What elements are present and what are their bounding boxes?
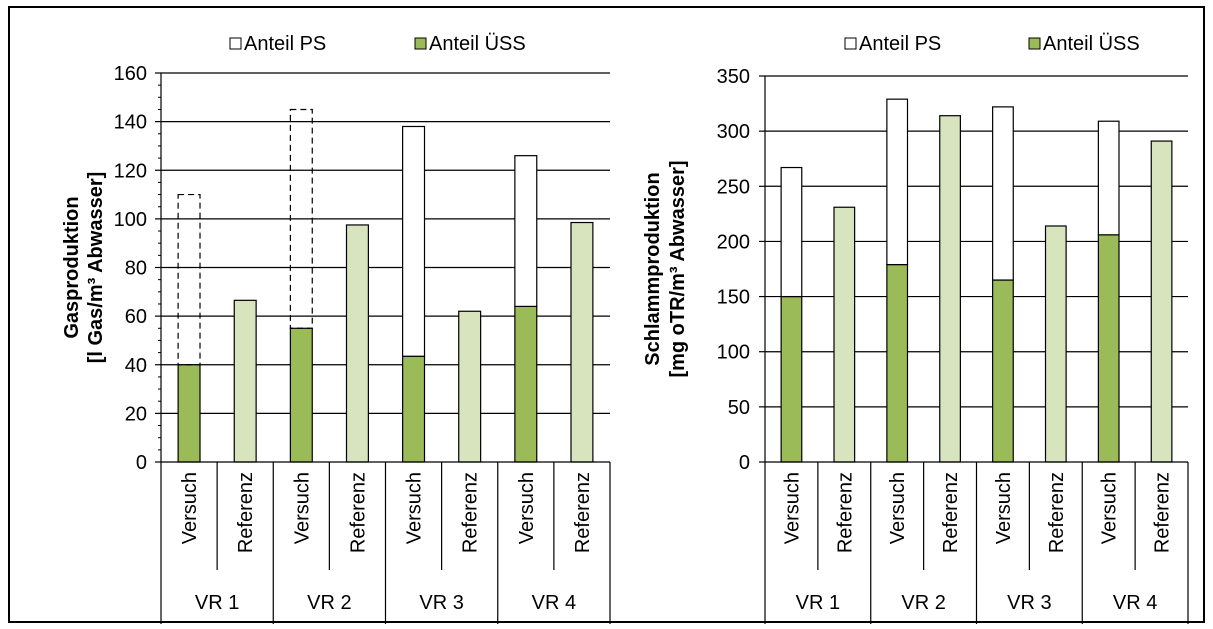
bar-uss bbox=[345, 224, 369, 463]
y-tick-label: 160 bbox=[114, 63, 147, 85]
x-group-label: VR 2 bbox=[901, 592, 945, 614]
bar-uss bbox=[402, 355, 426, 463]
y-axis-unit: [l Gas/m³ Abwasser] bbox=[85, 172, 107, 364]
chart-gas: 0 20 40 60 80 100 120 140 160 Gasproduktion [l Gas… bbox=[61, 33, 611, 624]
bar-ps bbox=[1097, 120, 1120, 236]
legend-swatch-ps bbox=[229, 37, 242, 50]
y-axis-title: Gasproduktion bbox=[61, 196, 83, 338]
bar-uss bbox=[1097, 234, 1120, 463]
bar-ps bbox=[780, 166, 803, 298]
bar-ps bbox=[514, 155, 538, 308]
bar-uss bbox=[833, 206, 856, 463]
x-category-label: Referenz bbox=[834, 472, 856, 553]
bar-uss bbox=[886, 263, 909, 463]
y-tick-label: 250 bbox=[717, 176, 750, 198]
x-group-label: VR 1 bbox=[195, 592, 239, 614]
y-tick-label: 0 bbox=[136, 452, 147, 474]
y-tick-label: 80 bbox=[125, 258, 147, 280]
y-tick-label: 20 bbox=[125, 403, 147, 425]
x-category-label: Versuch bbox=[781, 472, 803, 544]
bar-uss bbox=[458, 310, 482, 463]
x-group-label: VR 3 bbox=[1007, 592, 1051, 614]
x-category-label: Referenz bbox=[940, 472, 962, 553]
y-tick-label: 140 bbox=[114, 112, 147, 134]
bar-uss bbox=[570, 221, 594, 463]
x-category-label: Referenz bbox=[460, 472, 482, 553]
y-axis-unit: [mg oTR/m³ Abwasser] bbox=[667, 160, 689, 377]
x-category-label: Versuch bbox=[179, 472, 201, 544]
x-category-label: Versuch bbox=[291, 472, 313, 544]
bar-uss bbox=[939, 115, 961, 463]
y-tick-label: 50 bbox=[728, 397, 750, 419]
legend-swatch-uss bbox=[1028, 37, 1041, 50]
x-category-label: Referenz bbox=[347, 472, 369, 553]
bar-ps-estimated bbox=[289, 108, 313, 329]
bar-uss bbox=[992, 279, 1014, 463]
x-category-label: Versuch bbox=[1099, 472, 1121, 544]
x-category-label: Versuch bbox=[887, 472, 909, 544]
x-group-label: VR 1 bbox=[796, 592, 840, 614]
y-tick-label: 300 bbox=[717, 121, 750, 143]
x-group-label: VR 4 bbox=[532, 592, 576, 614]
y-tick-label: 0 bbox=[739, 452, 750, 474]
y-tick-label: 120 bbox=[114, 160, 147, 182]
y-tick-label: 150 bbox=[717, 287, 750, 309]
y-tick-label: 200 bbox=[717, 231, 750, 253]
legend-swatch-uss bbox=[414, 37, 427, 50]
x-category-label: Versuch bbox=[404, 472, 426, 544]
legend-label-uss: Anteil ÜSS bbox=[1043, 33, 1140, 55]
y-tick-label: 350 bbox=[717, 66, 750, 88]
bar-ps bbox=[992, 106, 1014, 281]
x-group-label: VR 2 bbox=[307, 592, 351, 614]
y-tick-label: 40 bbox=[125, 355, 147, 377]
bar-uss bbox=[780, 295, 803, 463]
chart-sludge: 0 50 100 150 200 250 300 350 Schlammproduktion [m… bbox=[642, 33, 1189, 624]
y-tick-label: 100 bbox=[717, 342, 750, 364]
y-tick-label: 60 bbox=[125, 306, 147, 328]
x-category-label: Referenz bbox=[235, 472, 257, 553]
x-group-label: VR 4 bbox=[1113, 592, 1157, 614]
bar-uss bbox=[514, 305, 538, 463]
x-category-label: Versuch bbox=[516, 472, 538, 544]
bar-uss bbox=[177, 364, 201, 463]
bar-uss bbox=[233, 299, 257, 463]
legend-label-ps: Anteil PS bbox=[244, 33, 326, 55]
y-tick-label: 100 bbox=[114, 209, 147, 231]
bar-uss bbox=[1150, 140, 1173, 463]
x-category-label: Referenz bbox=[1152, 472, 1174, 553]
bar-uss bbox=[289, 327, 313, 463]
x-category-label: Versuch bbox=[993, 472, 1015, 544]
legend-swatch-ps bbox=[844, 37, 857, 50]
legend-label-uss: Anteil ÜSS bbox=[429, 33, 526, 55]
bar-ps bbox=[886, 98, 909, 266]
legend-label-ps: Anteil PS bbox=[859, 33, 941, 55]
bar-uss bbox=[1044, 225, 1067, 463]
bar-ps bbox=[402, 125, 426, 357]
x-category-label: Referenz bbox=[1046, 472, 1068, 553]
x-group-label: VR 3 bbox=[419, 592, 463, 614]
bar-ps-estimated bbox=[177, 193, 201, 366]
x-category-label: Referenz bbox=[572, 472, 594, 553]
y-axis-title: Schlammproduktion bbox=[642, 172, 664, 365]
